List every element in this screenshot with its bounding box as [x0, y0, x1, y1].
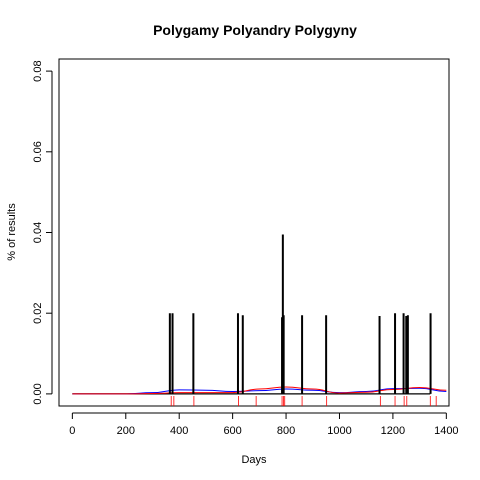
- x-tick-label: 0: [69, 425, 75, 437]
- series-layer: [72, 234, 447, 395]
- x-tick-label: 1400: [434, 425, 458, 437]
- chart-title: Polygamy Polyandry Polygyny: [153, 22, 357, 38]
- x-tick-label: 1000: [327, 425, 351, 437]
- y-axis: 0.00 0.02 0.04 0.06 0.08: [32, 60, 53, 405]
- y-tick-label: 0.00: [32, 383, 44, 404]
- smooth-line-1: [72, 387, 447, 395]
- x-tick-label: 800: [277, 425, 295, 437]
- rug-layer: [170, 396, 437, 406]
- x-tick-label: 200: [117, 425, 135, 437]
- y-tick-label: 0.04: [32, 222, 44, 243]
- x-tick-label: 600: [223, 425, 241, 437]
- y-tick-label: 0.02: [32, 302, 44, 323]
- y-tick-label: 0.08: [32, 60, 44, 81]
- x-tick-label: 400: [170, 425, 188, 437]
- x-axis-label: Days: [241, 454, 267, 466]
- smooth-line-2: [72, 386, 447, 395]
- plot-frame: [58, 58, 450, 407]
- x-tick-label: 1200: [381, 425, 405, 437]
- y-axis-label: % of results: [6, 203, 18, 261]
- y-tick-label: 0.06: [32, 141, 44, 162]
- x-axis: 0 200 400 600 800 1000 1200 1400: [69, 412, 459, 437]
